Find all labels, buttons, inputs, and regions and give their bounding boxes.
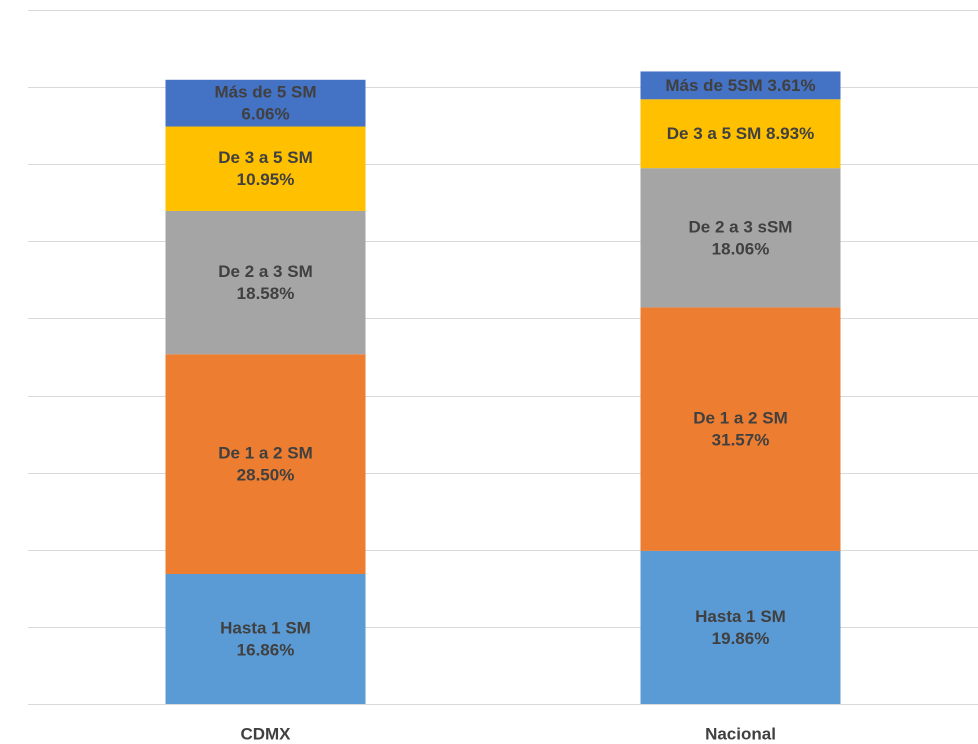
data-label: 28.50% [237, 466, 295, 485]
data-label: Más de 5 SM [214, 83, 316, 102]
bar-segment-de1a2-nacional [640, 307, 841, 551]
data-label: 10.95% [237, 170, 295, 189]
bars: Hasta 1 SM 16.86% De 1 a 2 SM 28.50% De 2 a … [165, 71, 841, 704]
data-label: De 3 a 5 SM 8.93% [667, 124, 814, 143]
data-label: De 1 a 2 SM [218, 444, 313, 463]
data-label: De 2 a 3 sSM [689, 217, 793, 236]
data-label: Hasta 1 SM [220, 618, 311, 637]
data-label: De 2 a 3 SM [218, 262, 313, 281]
data-label: Más de 5SM 3.61% [665, 76, 815, 95]
data-label: 18.06% [712, 239, 770, 258]
data-label: 16.86% [237, 640, 295, 659]
bar-segment-de2a3-nacional [640, 168, 841, 308]
bar-segment-mas5-nacional [640, 71, 841, 100]
data-label: Hasta 1 SM [695, 607, 786, 626]
category-label-nacional: Nacional [705, 725, 776, 744]
bar-segment-de2a3-cdmx [165, 210, 366, 355]
data-label: 31.57% [712, 431, 770, 450]
bar-segment-de3a5-cdmx [165, 126, 366, 211]
data-label: 6.06% [241, 105, 289, 124]
category-label-cdmx: CDMX [240, 725, 291, 744]
data-label: De 1 a 2 SM [693, 409, 788, 428]
category-labels: CDMX Nacional [240, 725, 775, 744]
data-label: 18.58% [237, 284, 295, 303]
data-label: 19.86% [712, 629, 770, 648]
bar-segment-hasta1-nacional [640, 550, 841, 704]
bar-segment-de1a2-cdmx [165, 354, 366, 574]
bar-segment-de3a5-nacional [640, 99, 841, 169]
bar-segment-mas5-cdmx [165, 79, 366, 127]
data-label: De 3 a 5 SM [218, 148, 313, 167]
bar-segment-hasta1-cdmx [165, 573, 366, 704]
